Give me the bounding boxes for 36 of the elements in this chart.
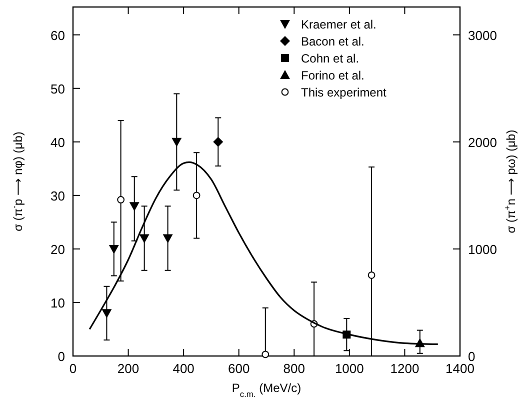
y-tick-label: 0 (58, 349, 65, 364)
point (192, 192, 200, 200)
y2-tick-label: 1000 (468, 242, 497, 257)
legend-label: Kraemer et al. (301, 18, 376, 32)
x-tick-label: 0 (69, 361, 77, 376)
point (368, 271, 376, 279)
legend-label: Forino et al. (301, 68, 364, 82)
x-tick-label: 1000 (334, 361, 364, 376)
y-tick-label: 10 (50, 295, 65, 310)
y2-tick-label: 0 (468, 349, 476, 364)
legend-label: Bacon et al. (301, 34, 364, 48)
y-tick-label: 50 (50, 81, 65, 96)
y-tick-label: 20 (50, 242, 65, 257)
point (162, 234, 173, 244)
x-axis-title: P$_{c.m.}$ (MeV/c) (232, 381, 302, 399)
legend-label: Cohn et al. (301, 52, 360, 66)
y-tick-label: 30 (50, 188, 65, 204)
y2-tick-label: 2000 (468, 134, 497, 150)
x-tick-label: 1200 (390, 361, 420, 376)
y-tick-label: 40 (50, 134, 65, 150)
x-tick-label: 600 (228, 361, 250, 376)
point (102, 309, 112, 318)
x-tick-label: 800 (283, 361, 305, 376)
point (213, 136, 224, 147)
y2-tick-label: 3000 (468, 28, 497, 43)
y-tick-label: 60 (50, 28, 65, 43)
point (262, 350, 270, 358)
legend-label: This experiment (301, 86, 388, 100)
x-tick-label: 200 (117, 361, 140, 376)
point (172, 138, 182, 147)
point (108, 244, 119, 254)
x-tick-label: 400 (172, 361, 194, 376)
x-tick-label: 1400 (446, 361, 474, 376)
point (117, 196, 125, 204)
point (129, 202, 140, 212)
point (139, 234, 150, 244)
